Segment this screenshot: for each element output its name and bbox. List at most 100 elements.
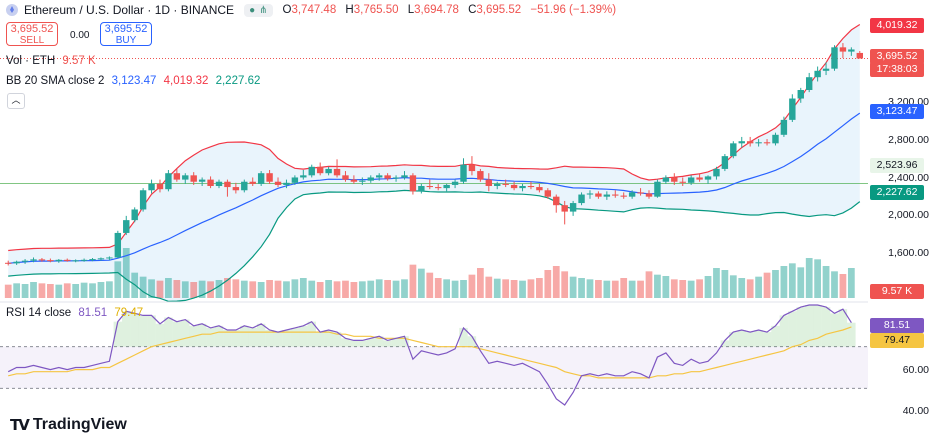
- candle-body: [80, 259, 88, 261]
- volume-bar: [173, 280, 181, 298]
- volume-bar: [106, 281, 113, 298]
- volume-bar: [519, 280, 526, 298]
- symbol-controls[interactable]: ● ⋔: [244, 3, 273, 17]
- rsi-overbought-fill: [374, 336, 384, 347]
- candle-body: [772, 134, 779, 144]
- volume-bar: [299, 278, 307, 298]
- volume-bar: [670, 279, 678, 298]
- bb-upper-tag: 4,019.32: [870, 18, 924, 33]
- volume-bar: [738, 278, 746, 298]
- volume-bar: [611, 280, 619, 298]
- ethereum-icon: [6, 4, 18, 16]
- buy-button[interactable]: 3,695.52 BUY: [100, 22, 152, 46]
- status-dot-icon: ●: [249, 4, 256, 16]
- volume-bar: [249, 281, 257, 298]
- high-value: 3,765.50: [353, 4, 399, 16]
- volume-bar: [358, 281, 366, 298]
- candle-body: [13, 261, 20, 264]
- collapse-legend-chevron-icon[interactable]: ︿: [7, 93, 25, 109]
- volume-bar: [266, 280, 273, 298]
- candle-body: [283, 182, 290, 185]
- candle-body: [241, 181, 248, 191]
- rsi-value: 81.51: [78, 307, 108, 319]
- candle-body: [55, 259, 63, 262]
- volume-bar: [485, 276, 493, 298]
- volume-bar: [451, 280, 459, 298]
- open-value: 3,747.48: [291, 4, 337, 16]
- candle-body: [789, 98, 796, 120]
- symbol-title[interactable]: Ethereum / U.S. Dollar · 1D · BINANCE: [24, 3, 235, 17]
- volume-bar: [502, 279, 510, 298]
- volume-bar: [148, 279, 155, 298]
- candle-body: [443, 184, 450, 189]
- volume-bar: [645, 271, 653, 298]
- candle-body: [502, 183, 509, 185]
- volume-bar: [679, 280, 687, 298]
- rsi-overbought-fill: [122, 311, 131, 347]
- volume-tag: 9.57 K: [870, 284, 924, 299]
- candle-body: [704, 176, 712, 180]
- candle-body: [544, 190, 552, 197]
- candle-body: [308, 166, 315, 176]
- candle-body: [435, 187, 442, 189]
- price-pane[interactable]: [0, 23, 868, 302]
- rsi-overbought-fill: [762, 332, 772, 347]
- volume-legend[interactable]: Vol · ETH 9.57 K: [6, 55, 96, 67]
- volume-bar: [477, 268, 484, 298]
- rsi-legend[interactable]: RSI 14 close 81.51 79.47: [6, 307, 144, 319]
- volume-bar: [316, 282, 324, 298]
- rsi-overbought-fill: [830, 313, 839, 347]
- volume-bar: [552, 266, 560, 298]
- volume-bar: [198, 280, 206, 298]
- rsi-pane[interactable]: [0, 304, 868, 406]
- volume-bar: [578, 278, 585, 298]
- rsi-overbought-fill: [358, 340, 367, 347]
- candle-body: [620, 195, 627, 197]
- candle-body: [628, 192, 636, 197]
- tradingview-logo[interactable]: 𝗧𝗩 TradingView: [10, 416, 127, 434]
- candle-body: [519, 186, 526, 189]
- volume-bar: [772, 270, 779, 298]
- candle-body: [325, 168, 332, 174]
- candle-body: [316, 166, 324, 174]
- volume-bar: [21, 284, 29, 298]
- volume-bar: [63, 283, 71, 298]
- candle-body: [713, 168, 720, 177]
- share-icon[interactable]: ⋔: [259, 4, 268, 16]
- candle-body: [687, 177, 695, 183]
- candle-body: [300, 175, 307, 178]
- rsi-overbought-fill: [720, 340, 730, 347]
- bb-basis-value: 3,123.47: [111, 75, 157, 87]
- rsi-overbought-fill: [813, 305, 822, 347]
- volume-bar: [207, 281, 214, 298]
- bollinger-fill: [8, 24, 860, 302]
- volume-bar: [763, 272, 771, 298]
- volume-bar: [122, 248, 130, 298]
- rsi-overbought-fill: [273, 332, 283, 347]
- volume-bar: [569, 276, 577, 298]
- candle-body: [409, 175, 417, 192]
- volume-bar: [97, 282, 105, 298]
- price-tick: 2,800.00: [888, 134, 929, 146]
- candle-body: [21, 260, 29, 262]
- rsi-overbought-fill: [147, 315, 156, 347]
- sell-button[interactable]: 3,695.52 SELL: [6, 22, 58, 46]
- volume-bar: [847, 268, 855, 298]
- volume-bar: [224, 278, 231, 298]
- volume-bar: [190, 282, 198, 298]
- candle-body: [755, 142, 762, 144]
- rsi-ma-value: 79.47: [114, 307, 144, 319]
- volume-bar: [746, 279, 754, 298]
- volume-bar: [536, 278, 543, 298]
- volume-bar: [544, 270, 552, 298]
- change-value: −51.96 (−1.39%): [530, 4, 617, 16]
- candle-body: [477, 171, 484, 180]
- rsi-overbought-fill: [113, 321, 123, 347]
- candle-body: [106, 257, 113, 259]
- bollinger-legend[interactable]: BB 20 SMA close 2 3,123.47 4,019.32 2,22…: [6, 75, 261, 87]
- candle-body: [5, 262, 12, 264]
- candle-body: [797, 90, 804, 99]
- rsi-line: [7, 304, 852, 406]
- candle-body: [342, 175, 349, 180]
